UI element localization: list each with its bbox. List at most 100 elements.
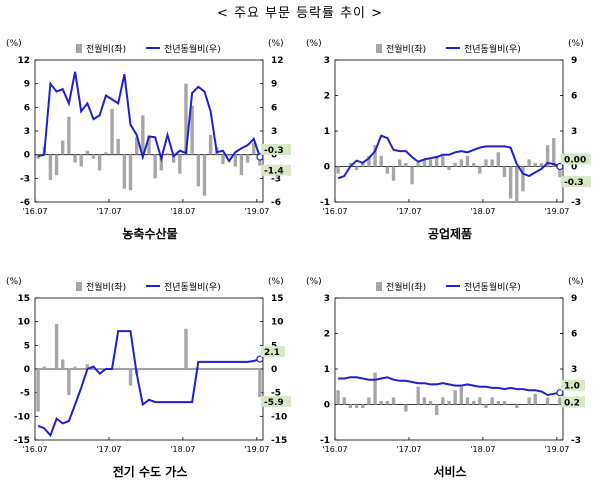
left-tick-label: 2 — [324, 92, 330, 102]
value-label-box — [261, 395, 291, 407]
left-tick-label: 1 — [324, 127, 330, 137]
bar — [122, 154, 127, 189]
left-axis-unit: (%) — [6, 39, 22, 49]
legend-bar-label: 전월비(좌) — [386, 43, 426, 55]
value-label-box — [261, 346, 285, 358]
bar — [233, 154, 237, 167]
x-tick-label: '18.07 — [170, 207, 195, 216]
right-tick-label: 9 — [571, 56, 577, 66]
right-tick-label: 9 — [271, 80, 277, 90]
right-tick-label: 15 — [271, 294, 284, 304]
left-tick-label: 9 — [24, 80, 30, 90]
legend-line-label: 전년동월비(우) — [464, 43, 521, 55]
series-endpoint — [556, 162, 564, 171]
right-tick-label: -3 — [271, 174, 281, 184]
bar — [459, 386, 464, 405]
value-label-box — [261, 144, 291, 156]
x-tick-label: '16.07 — [22, 207, 47, 216]
value-label: -1.4 — [264, 167, 284, 177]
bar — [110, 108, 114, 155]
chart-title: 서비스 — [433, 464, 466, 479]
series-line — [338, 376, 561, 397]
left-tick-label: -6 — [20, 198, 30, 208]
x-tick-label: '18.07 — [470, 207, 495, 216]
bar — [196, 154, 200, 187]
bar — [502, 400, 507, 405]
bar — [404, 162, 408, 167]
right-tick-label: 3 — [571, 365, 577, 375]
bar — [348, 162, 353, 167]
bar — [208, 134, 213, 155]
right-tick-label: 12 — [271, 56, 284, 66]
plot-frame — [334, 59, 564, 203]
x-tick-label: '16.07 — [22, 445, 47, 454]
left-tick-label: 1 — [324, 365, 330, 375]
bar — [239, 154, 244, 176]
bar — [67, 369, 71, 396]
bar — [85, 150, 90, 155]
series-endpoint — [256, 153, 264, 161]
value-label: -0.3 — [264, 146, 284, 156]
value-label-box — [561, 153, 591, 165]
series-line — [37, 330, 261, 438]
left-tick-label: -1 — [320, 198, 330, 208]
bar — [61, 140, 65, 155]
x-tick-label: '18.07 — [170, 445, 195, 454]
chart-agricultural: (%) (%) 전월비(좌) 전년동월비(우) 12 9 6 3 0 -3 -6 12 9 6 3 0 -3 -6… — [6, 39, 291, 241]
bar — [79, 154, 83, 167]
bar — [496, 152, 500, 167]
bar — [453, 162, 457, 167]
bar — [245, 154, 250, 163]
bar — [515, 166, 519, 202]
bar — [73, 366, 77, 369]
plot-frame — [334, 297, 564, 441]
legend-bar-swatch — [76, 282, 82, 291]
bar — [252, 142, 256, 155]
bar — [373, 145, 377, 167]
bar — [385, 400, 390, 405]
right-tick-label: 0 — [271, 151, 277, 161]
bar — [434, 155, 439, 167]
bar — [98, 154, 102, 171]
legend-bar-swatch — [376, 44, 382, 53]
bar — [521, 166, 525, 192]
left-tick-label: 10 — [17, 318, 30, 328]
bar — [178, 154, 182, 174]
value-label-box — [261, 164, 291, 176]
bar — [478, 166, 482, 174]
bar — [128, 369, 133, 386]
bar — [184, 83, 188, 155]
right-tick-label: 0 — [271, 365, 277, 375]
bar — [367, 155, 371, 167]
value-label: 2.1 — [264, 348, 280, 358]
bar — [367, 397, 371, 405]
bar — [153, 154, 157, 179]
bar — [502, 166, 507, 178]
x-tick-label: '17.07 — [96, 445, 121, 454]
right-tick-label: -5 — [271, 389, 281, 399]
bar — [434, 404, 439, 416]
bar — [465, 397, 470, 405]
left-tick-label: 0 — [324, 401, 330, 411]
bar — [484, 404, 488, 409]
left-tick-label: 5 — [24, 341, 30, 351]
bar — [545, 145, 550, 167]
bar — [416, 386, 420, 405]
bar — [104, 152, 108, 155]
left-tick-label: -5 — [20, 389, 30, 399]
series-endpoint — [556, 389, 564, 397]
x-tick-label: '17.07 — [396, 207, 421, 216]
legend-line-label: 전년동월비(우) — [164, 281, 221, 293]
right-axis-unit: (%) — [568, 39, 584, 49]
bar — [42, 366, 46, 369]
x-tick-label: '17.07 — [396, 445, 421, 454]
bar — [471, 400, 476, 405]
bar — [134, 137, 139, 155]
chart-title: 농축수산물 — [122, 226, 177, 241]
x-tick-label: '18.07 — [470, 445, 495, 454]
legend-bar-label: 전월비(좌) — [86, 43, 126, 55]
bar — [85, 364, 90, 369]
right-tick-label: 3 — [571, 127, 577, 137]
bar — [128, 154, 133, 191]
bar — [116, 138, 120, 155]
